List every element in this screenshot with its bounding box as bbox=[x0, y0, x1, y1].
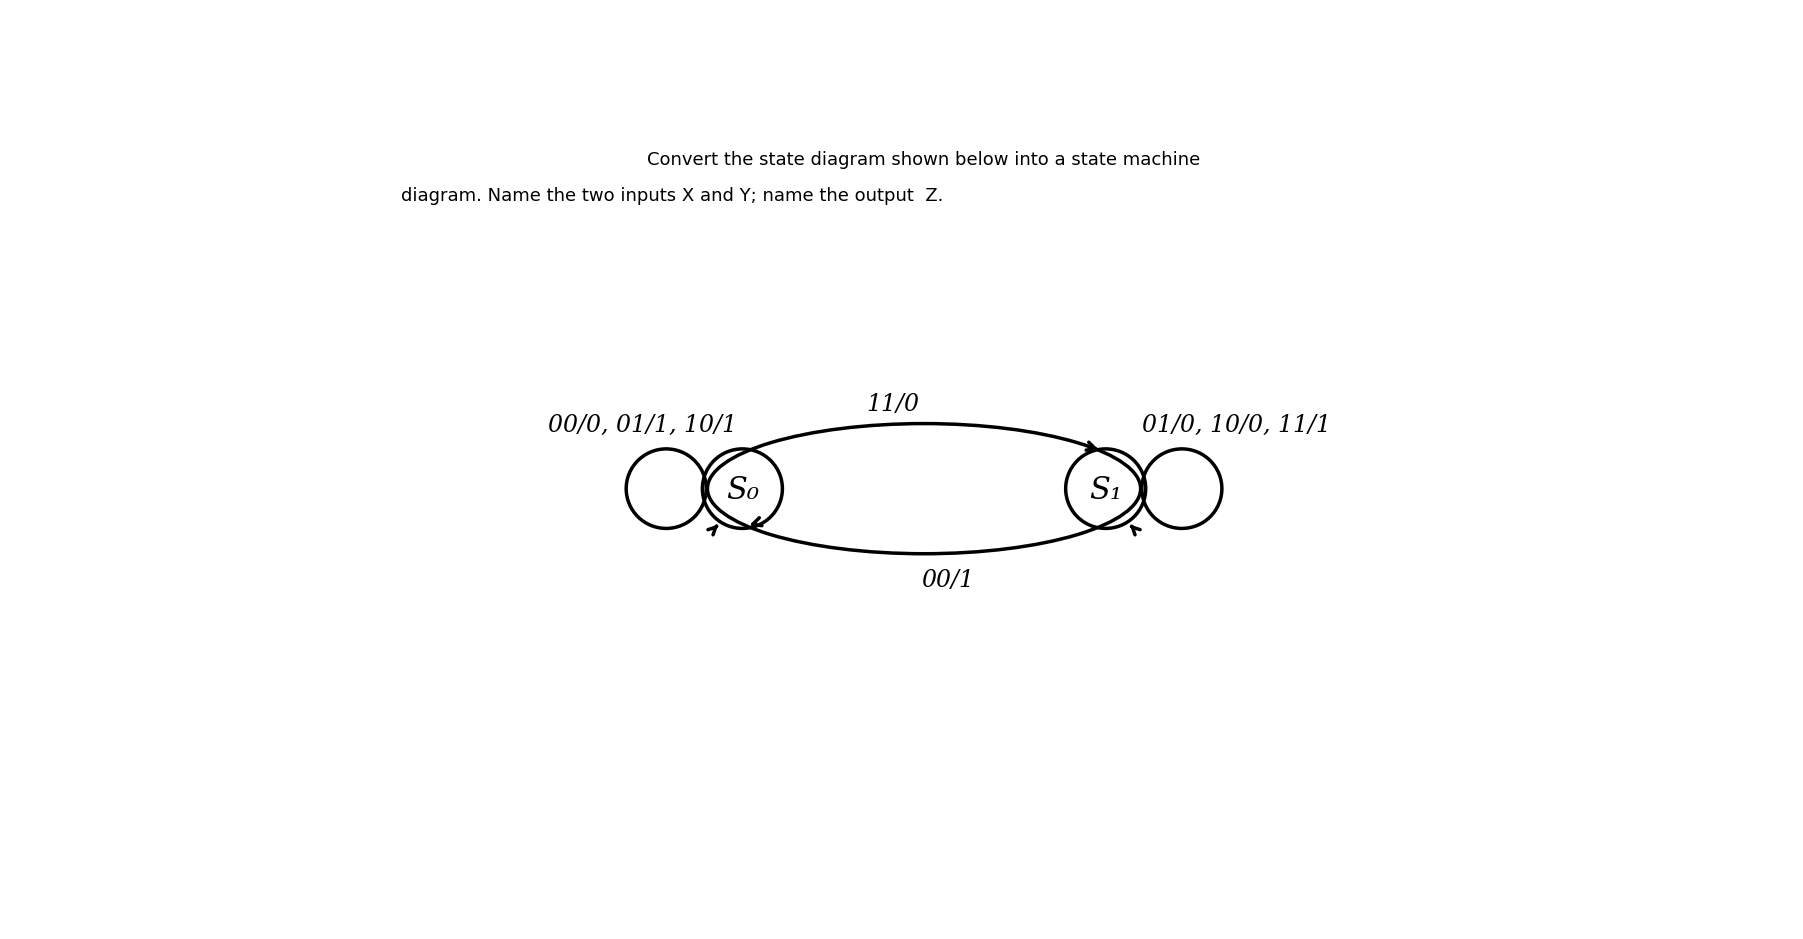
Text: 01/0, 10/0, 11/1: 01/0, 10/0, 11/1 bbox=[1141, 414, 1331, 438]
Text: S₀: S₀ bbox=[727, 475, 759, 506]
Text: S₁: S₁ bbox=[1089, 475, 1121, 506]
Text: 00/0, 01/1, 10/1: 00/0, 01/1, 10/1 bbox=[548, 414, 737, 438]
Text: Convert the state diagram shown below into a state machine: Convert the state diagram shown below in… bbox=[647, 150, 1201, 169]
Text: 00/1: 00/1 bbox=[921, 569, 974, 593]
Text: diagram. Name the two inputs X and Y; name the output  Z.: diagram. Name the two inputs X and Y; na… bbox=[402, 187, 943, 205]
Text: 11/0: 11/0 bbox=[867, 393, 920, 416]
